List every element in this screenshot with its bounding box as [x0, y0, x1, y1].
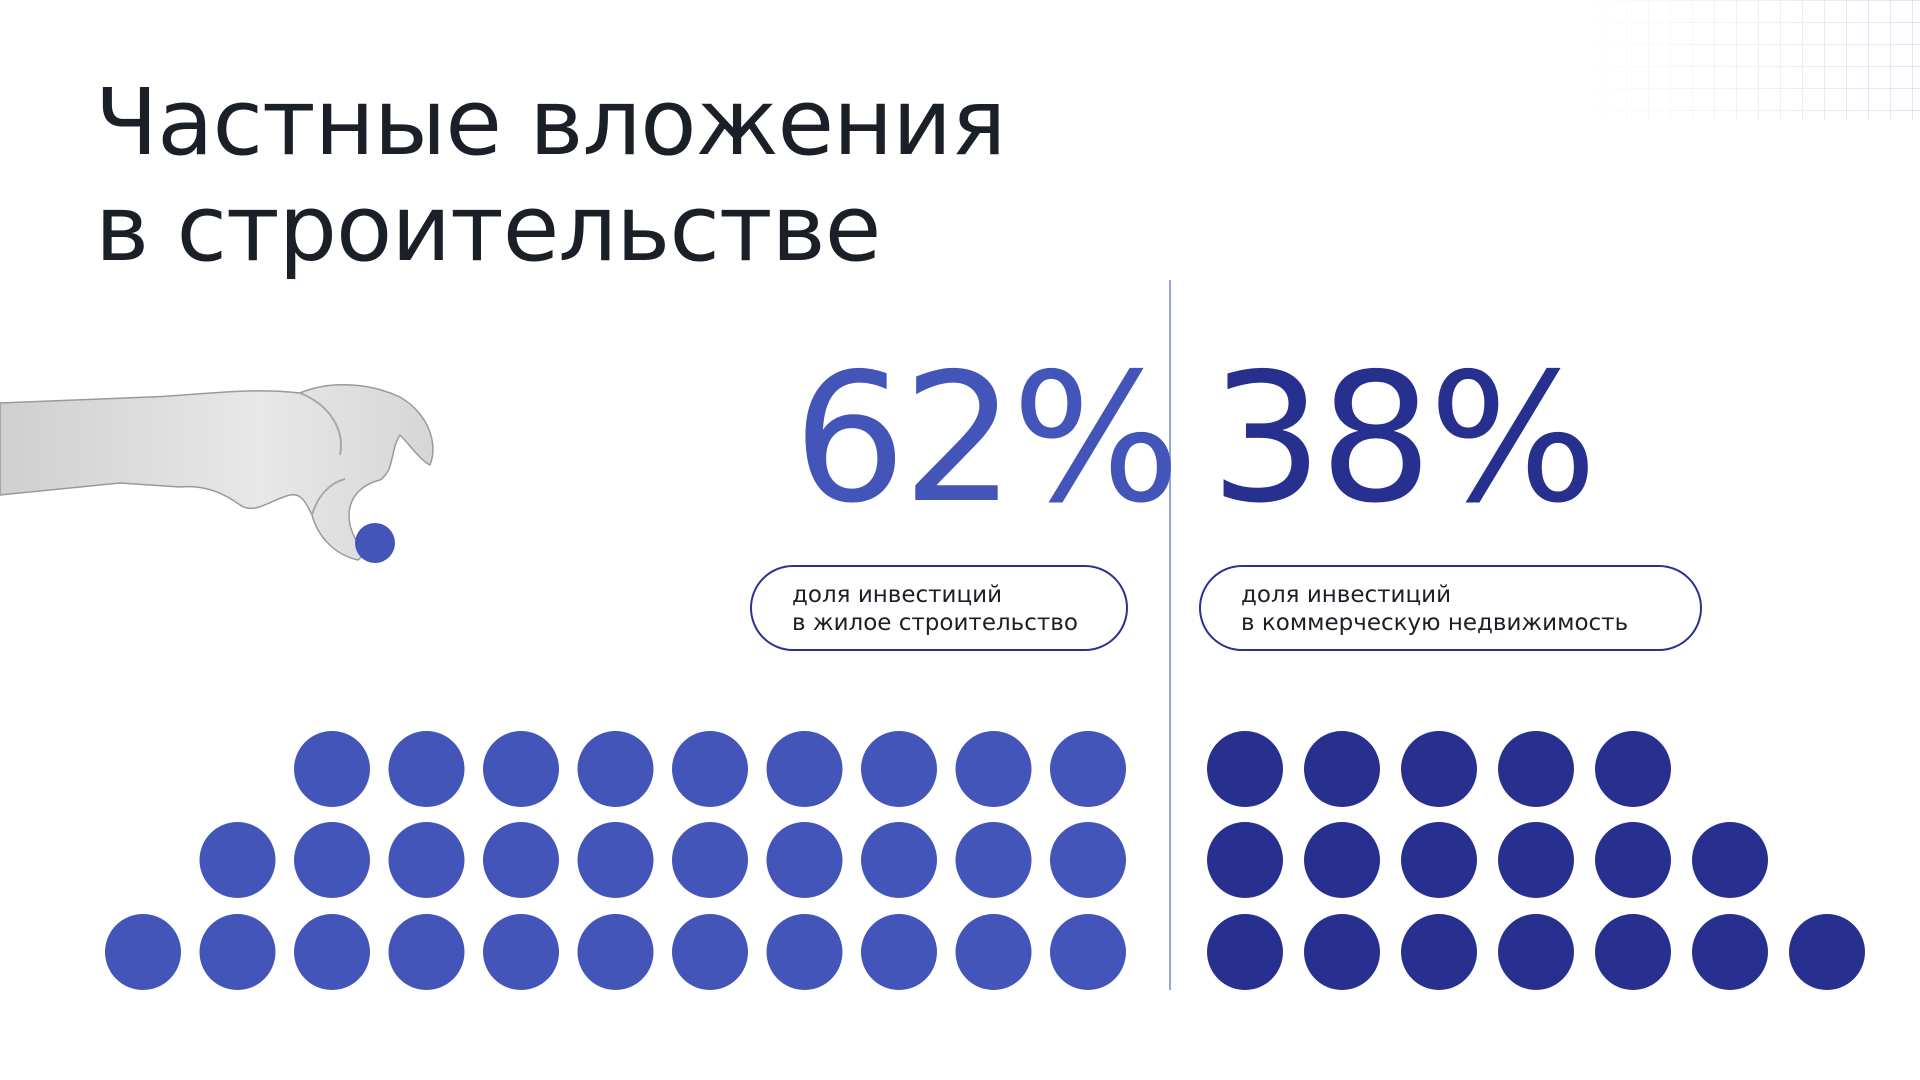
- residential-dot: [483, 731, 559, 807]
- residential-caption-pill: доля инвестиций в жилое строительство: [750, 565, 1128, 651]
- commercial-dot: [1595, 822, 1671, 898]
- residential-dot: [766, 822, 843, 898]
- hand-illustration: [0, 383, 434, 563]
- title-line-1: Частные вложения: [95, 69, 1006, 176]
- residential-dot: [861, 914, 937, 990]
- commercial-percent: 38%: [1210, 350, 1598, 528]
- finger-line: [311, 478, 346, 516]
- residential-dot: [577, 822, 654, 898]
- column-divider: [1169, 280, 1171, 990]
- hand-shape: [0, 383, 434, 561]
- residential-dot: [388, 914, 465, 990]
- residential-dot: [294, 731, 370, 807]
- commercial-dot: [1207, 822, 1283, 898]
- residential-dot: [294, 914, 370, 990]
- residential-dot: [199, 914, 276, 990]
- residential-dot: [105, 914, 181, 990]
- title-line-2: в строительстве: [95, 175, 881, 282]
- commercial-dot: [1401, 731, 1477, 807]
- residential-dot: [577, 731, 654, 807]
- commercial-dot: [1498, 731, 1574, 807]
- commercial-dot: [1304, 914, 1380, 990]
- commercial-dot: [1401, 914, 1477, 990]
- residential-dot: [672, 914, 748, 990]
- residential-dot: [1050, 822, 1126, 898]
- residential-dot: [199, 822, 276, 898]
- commercial-dot: [1789, 914, 1865, 990]
- commercial-dot: [1207, 914, 1283, 990]
- commercial-dot: [1595, 914, 1671, 990]
- residential-dot: [955, 731, 1032, 807]
- commercial-dot: [1401, 822, 1477, 898]
- commercial-dot: [1595, 731, 1671, 807]
- commercial-dot: [1692, 914, 1768, 990]
- residential-dot: [861, 731, 937, 807]
- commercial-dot: [1207, 731, 1283, 807]
- residential-caption-line-1: доля инвестиций: [792, 582, 1003, 608]
- residential-dot: [672, 731, 748, 807]
- commercial-dot: [1304, 822, 1380, 898]
- commercial-dot: [1498, 822, 1574, 898]
- residential-dot: [1050, 731, 1126, 807]
- held-dot: [355, 523, 395, 563]
- decorative-grid: [1560, 0, 1920, 120]
- commercial-caption-pill: доля инвестиций в коммерческую недвижимо…: [1199, 565, 1702, 651]
- finger-line: [299, 392, 342, 456]
- residential-dot: [483, 914, 559, 990]
- residential-dot: [483, 822, 559, 898]
- residential-dot: [672, 822, 748, 898]
- residential-caption-line-2: в жилое строительство: [792, 610, 1078, 636]
- commercial-dot: [1692, 822, 1768, 898]
- residential-dot: [388, 822, 465, 898]
- residential-dot: [1050, 914, 1126, 990]
- residential-dot: [955, 914, 1032, 990]
- residential-dot: [388, 731, 465, 807]
- residential-dot: [861, 822, 937, 898]
- commercial-caption-line-1: доля инвестиций: [1241, 582, 1452, 608]
- page-title: Частные вложения в строительстве: [95, 69, 1006, 282]
- residential-percent: 62%: [793, 350, 1181, 528]
- commercial-percent-value: 38%: [1210, 335, 1598, 542]
- residential-dot: [294, 822, 370, 898]
- residential-dot: [766, 731, 843, 807]
- commercial-dot: [1498, 914, 1574, 990]
- residential-dot: [955, 822, 1032, 898]
- residential-dot: [577, 914, 654, 990]
- residential-percent-value: 62%: [793, 335, 1181, 542]
- commercial-caption-line-2: в коммерческую недвижимость: [1241, 610, 1629, 636]
- commercial-dot: [1304, 731, 1380, 807]
- residential-dot: [766, 914, 843, 990]
